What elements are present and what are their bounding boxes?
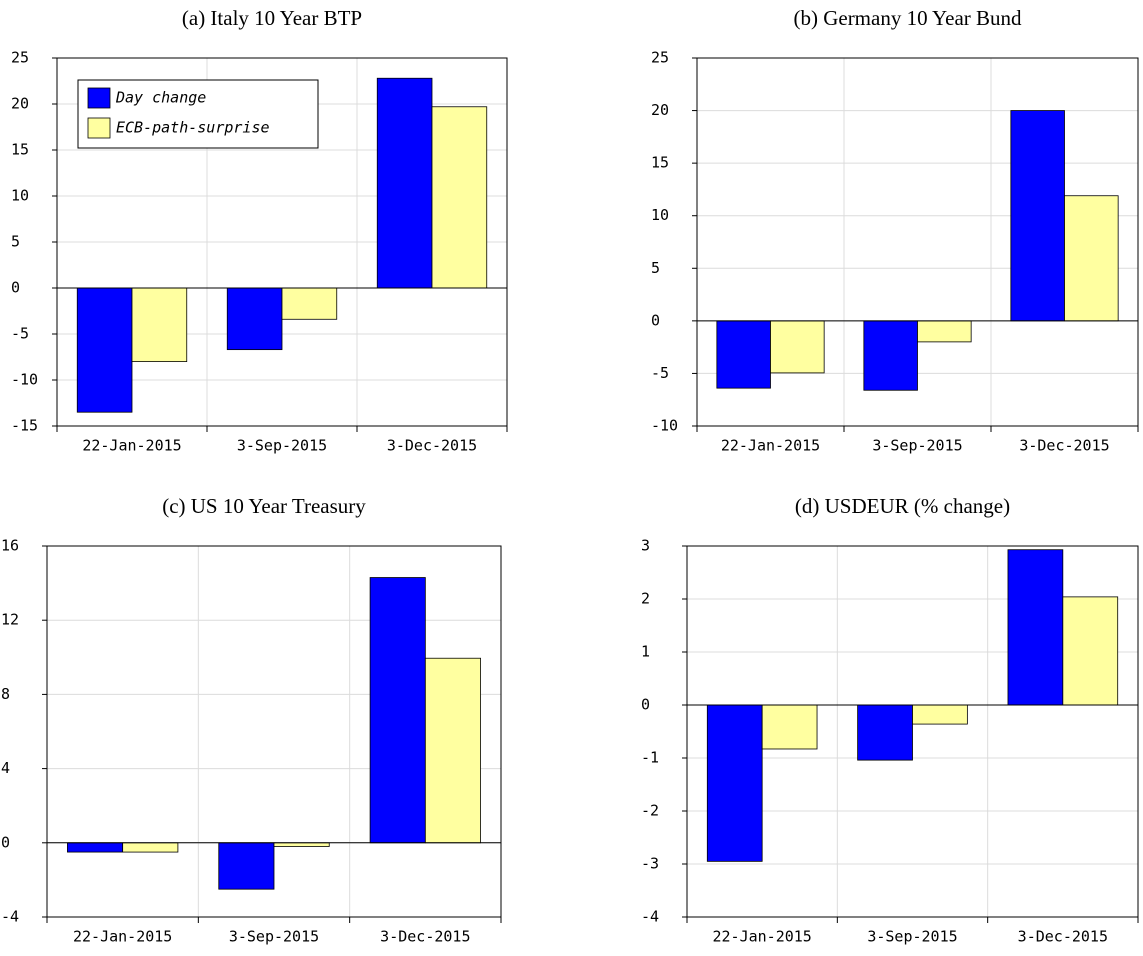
bar xyxy=(1062,596,1119,706)
y-tick-label: 0 xyxy=(651,311,660,329)
y-tick-label: -4 xyxy=(641,908,659,926)
y-tick-label: 10 xyxy=(11,187,29,205)
bar xyxy=(273,842,330,847)
x-tick-label: 3-Sep-2015 xyxy=(237,437,327,455)
y-tick-label: 1 xyxy=(641,643,650,661)
y-tick-label: 10 xyxy=(651,206,669,224)
bar xyxy=(1007,549,1064,706)
y-tick-label: 16 xyxy=(1,537,19,555)
x-tick-label: 3-Dec-2015 xyxy=(1018,928,1108,946)
bar xyxy=(376,77,433,289)
bar xyxy=(369,577,426,844)
plot-frame xyxy=(686,545,1139,918)
legend-box xyxy=(77,79,319,149)
y-tick-label: -4 xyxy=(1,908,19,926)
y-tick-label: 0 xyxy=(641,696,650,714)
y-tick-label: -2 xyxy=(641,802,659,820)
chart-title: (a) Italy 10 Year BTP xyxy=(182,6,362,30)
x-tick-label: 3-Dec-2015 xyxy=(1019,437,1109,455)
x-tick-label: 22-Jan-2015 xyxy=(73,928,172,946)
y-tick-label: 4 xyxy=(1,759,10,777)
bar xyxy=(857,704,913,761)
bar xyxy=(76,287,133,413)
bar xyxy=(706,704,763,862)
y-tick-label: 3 xyxy=(641,537,650,555)
y-tick-label: -10 xyxy=(651,417,678,435)
y-tick-label: 25 xyxy=(11,49,29,67)
bar xyxy=(226,287,283,351)
plot-frame xyxy=(46,545,502,918)
bar xyxy=(424,657,481,844)
x-tick-label: 22-Jan-2015 xyxy=(82,437,181,455)
x-tick-label: 3-Sep-2015 xyxy=(872,437,962,455)
bar xyxy=(218,842,275,890)
y-tick-label: 15 xyxy=(11,141,29,159)
y-tick-label: 8 xyxy=(1,685,10,703)
bar xyxy=(122,842,179,853)
y-tick-label: 12 xyxy=(1,611,19,629)
y-tick-label: -1 xyxy=(641,749,659,767)
y-tick-label: -5 xyxy=(651,364,669,382)
x-tick-label: 3-Dec-2015 xyxy=(380,928,470,946)
bar xyxy=(281,287,338,320)
bar xyxy=(912,704,968,725)
x-tick-label: 3-Sep-2015 xyxy=(867,928,957,946)
bar xyxy=(770,320,825,374)
y-tick-label: 5 xyxy=(651,259,660,277)
plot-frame xyxy=(56,57,508,427)
y-tick-label: -5 xyxy=(11,325,29,343)
legend-swatch xyxy=(87,87,111,109)
y-tick-label: 0 xyxy=(1,833,10,851)
bar xyxy=(761,704,818,750)
chart-title: (c) US 10 Year Treasury xyxy=(162,494,366,518)
y-tick-label: 20 xyxy=(651,101,669,119)
plot-frame xyxy=(696,57,1139,427)
x-tick-label: 22-Jan-2015 xyxy=(712,928,811,946)
legend-swatch xyxy=(87,117,111,139)
x-tick-label: 3-Sep-2015 xyxy=(229,928,319,946)
x-tick-label: 3-Dec-2015 xyxy=(387,437,477,455)
bar xyxy=(131,287,188,362)
y-tick-label: 25 xyxy=(651,49,669,67)
y-tick-label: 5 xyxy=(11,233,20,251)
bar xyxy=(1064,195,1119,322)
y-tick-label: 20 xyxy=(11,95,29,113)
chart-title: (d) USDEUR (% change) xyxy=(795,494,1010,518)
bar xyxy=(431,106,488,289)
chart-title: (b) Germany 10 Year Bund xyxy=(793,6,1022,30)
y-tick-label: 15 xyxy=(651,154,669,172)
y-tick-label: -10 xyxy=(11,371,38,389)
legend-text: Day change xyxy=(115,89,206,107)
y-tick-label: -15 xyxy=(11,417,38,435)
bar xyxy=(1010,110,1065,322)
bar xyxy=(67,842,124,853)
legend-text: ECB-path-surprise xyxy=(116,119,270,137)
x-tick-label: 22-Jan-2015 xyxy=(721,437,820,455)
bar xyxy=(917,320,972,343)
y-tick-label: 2 xyxy=(641,590,650,608)
bar xyxy=(716,320,771,389)
y-tick-label: 0 xyxy=(11,279,20,297)
y-tick-label: -3 xyxy=(641,855,659,873)
bar xyxy=(863,320,918,391)
